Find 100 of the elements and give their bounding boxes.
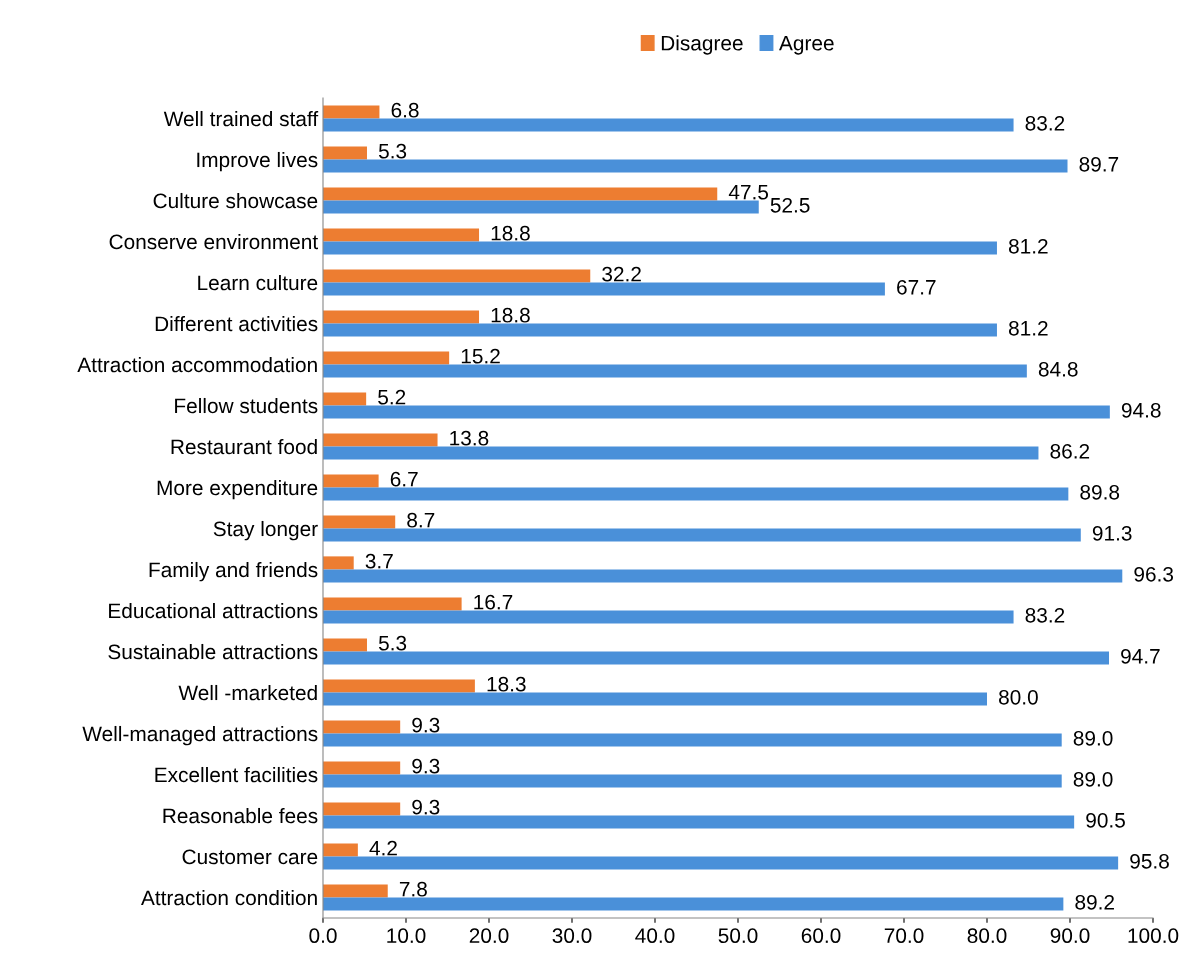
bar	[323, 720, 401, 734]
bar	[323, 651, 1110, 665]
data-label: 81.2	[1008, 320, 1048, 336]
y-tick-label: Reasonable fees	[163, 807, 318, 824]
y-tick-label: Customer care	[182, 849, 318, 865]
bar	[323, 761, 401, 775]
bar	[323, 105, 380, 119]
y-tick-label: Excellent facilities	[155, 766, 318, 783]
bar	[323, 351, 450, 365]
y-tick-label: Learn culture	[198, 274, 318, 291]
bar	[323, 446, 1039, 460]
y-tick-label: Attraction condition	[141, 889, 317, 906]
bar	[323, 843, 358, 857]
bar	[323, 187, 718, 201]
bar	[323, 556, 354, 570]
bar	[323, 597, 462, 611]
data-label: 89.8	[1080, 484, 1120, 500]
bar	[323, 433, 438, 447]
data-label: 6.7	[390, 471, 418, 487]
data-label: 90.5	[1086, 812, 1125, 828]
data-label: 95.8	[1130, 853, 1169, 869]
data-label: 6.8	[391, 102, 419, 118]
bar	[323, 118, 1014, 132]
y-tick-label: Attraction accommodation	[77, 356, 317, 373]
legend-label: Agree	[779, 35, 834, 55]
data-label: 8.7	[407, 512, 435, 528]
data-label: 84.8	[1038, 361, 1078, 377]
data-label: 15.2	[461, 348, 500, 364]
x-tick-label: 0.0	[309, 928, 337, 944]
legend-label: Disagree	[661, 35, 743, 55]
data-label: 91.3	[1092, 525, 1132, 541]
bar	[323, 200, 759, 214]
data-label: 4.2	[369, 840, 397, 856]
y-tick-label: More expenditure	[157, 479, 318, 500]
bar	[323, 856, 1119, 870]
data-label: 18.8	[491, 225, 530, 241]
data-label: 89.0	[1073, 730, 1113, 746]
x-tick-label: 30.0	[552, 928, 592, 944]
bar	[323, 815, 1075, 829]
x-tick-label: 100.0	[1128, 928, 1179, 944]
bar	[323, 897, 1064, 911]
data-label: 16.7	[474, 594, 513, 610]
data-label: 89.0	[1073, 771, 1113, 787]
bar	[323, 692, 987, 706]
bar	[323, 146, 367, 160]
bar	[323, 638, 367, 652]
data-label: 96.3	[1134, 566, 1174, 582]
data-label: 5.3	[378, 143, 407, 159]
bar	[323, 569, 1123, 583]
bar	[323, 679, 475, 693]
data-label: 89.7	[1079, 156, 1119, 172]
bar	[323, 364, 1027, 378]
y-tick-label: Well-managed attractions	[82, 725, 318, 746]
data-label: 18.3	[487, 676, 526, 692]
bar	[323, 884, 388, 898]
data-label: 86.2	[1050, 443, 1090, 459]
bar	[323, 474, 379, 488]
x-tick-label: 80.0	[967, 928, 1007, 944]
y-tick-label: Family and friends	[149, 561, 318, 582]
data-label: 5.3	[378, 635, 407, 651]
bar	[323, 487, 1069, 501]
y-tick-label: Different activities	[155, 315, 318, 332]
bar	[323, 228, 480, 242]
data-label: 52.5	[770, 197, 810, 213]
data-label: 18.8	[491, 307, 530, 323]
bar	[323, 310, 480, 324]
data-label: 32.2	[602, 266, 641, 282]
x-tick-label: 40.0	[635, 928, 675, 944]
y-tick-label: Stay longer	[213, 520, 318, 541]
x-tick-label: 10.0	[387, 928, 426, 944]
data-label: 9.3	[412, 799, 440, 815]
bar	[323, 802, 401, 816]
data-label: 89.2	[1075, 894, 1114, 910]
data-label: 47.5	[728, 184, 769, 200]
y-tick-label: Sustainable attractions	[108, 643, 318, 660]
y-tick-label: Improve lives	[197, 151, 318, 172]
data-label: 13.8	[450, 430, 489, 446]
bar	[323, 269, 591, 283]
data-label: 94.7	[1121, 648, 1160, 664]
bar	[323, 528, 1081, 542]
y-tick-label: Conserve environment	[109, 233, 318, 250]
y-tick-label: Restaurant food	[171, 438, 317, 455]
x-tick-label: 90.0	[1050, 928, 1090, 944]
bar	[323, 323, 997, 337]
bar	[323, 241, 997, 255]
bar	[323, 282, 885, 296]
x-tick-label: 70.0	[884, 928, 924, 944]
data-label: 3.7	[365, 553, 393, 569]
y-tick-label: Culture showcase	[153, 192, 318, 209]
y-tick-label: Well trained staff	[163, 110, 319, 127]
data-label: 5.2	[378, 389, 406, 405]
data-label: 94.8	[1121, 402, 1161, 418]
x-tick-label: 60.0	[801, 928, 841, 944]
y-tick-label: Fellow students	[175, 397, 318, 414]
data-label: 67.7	[897, 279, 936, 295]
data-label: 7.8	[399, 881, 427, 897]
data-label: 9.3	[412, 717, 440, 733]
x-tick-label: 20.0	[469, 928, 509, 944]
bar	[323, 515, 396, 529]
data-label: 83.2	[1025, 607, 1065, 623]
